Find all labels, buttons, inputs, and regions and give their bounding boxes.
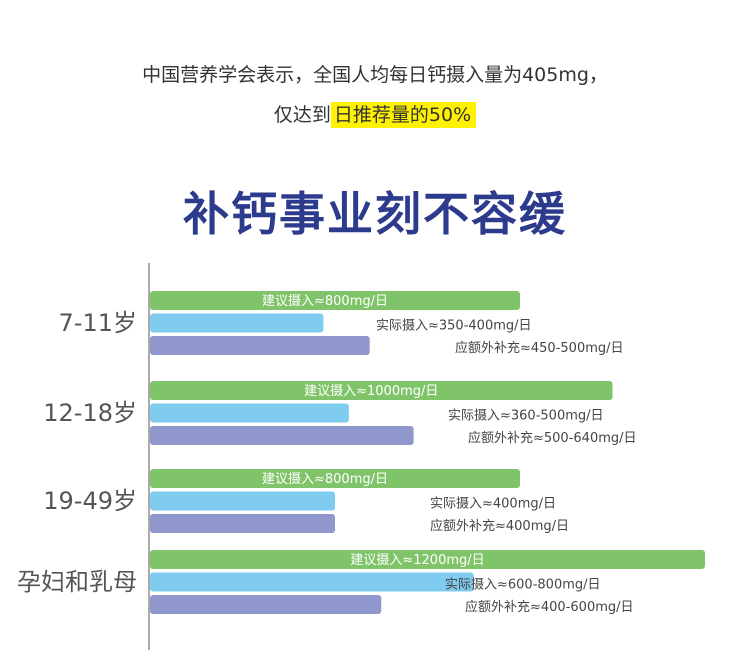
data-label-recommended: 建议摄入≈800mg/日: [262, 472, 388, 487]
bar-supplement: [150, 514, 335, 533]
data-label-actual: 实际摄入≈350-400mg/日: [376, 319, 532, 334]
data-label-recommended: 建议摄入≈1200mg/日: [350, 553, 484, 568]
data-label-supplement: 应额外补充≈450-500mg/日: [455, 340, 624, 356]
bar-supplement: [150, 595, 382, 614]
data-label-actual: 实际摄入≈400mg/日: [430, 497, 556, 512]
bar-recommended: [150, 469, 520, 488]
bar-supplement: [150, 426, 414, 445]
data-label-actual: 实际摄入≈600-800mg/日: [445, 578, 601, 593]
category-label: 孕妇和乳母: [17, 568, 137, 596]
bar-recommended: [150, 291, 520, 310]
data-label-supplement: 应额外补充≈500-640mg/日: [468, 430, 637, 446]
bar-recommended: [150, 550, 705, 569]
data-label-supplement: 应额外补充≈400mg/日: [430, 518, 569, 534]
page-headline: 补钙事业刻不容缓: [183, 187, 567, 241]
bar-actual: [150, 491, 335, 511]
bar-actual: [150, 572, 474, 592]
data-label-supplement: 应额外补充≈400-600mg/日: [465, 599, 634, 615]
bar-supplement: [150, 336, 370, 355]
data-label-recommended: 建议摄入≈1000mg/日: [304, 384, 438, 399]
data-label-actual: 实际摄入≈360-500mg/日: [448, 409, 604, 424]
intro-line-1: 中国营养学会表示，全国人均每日钙摄入量为405mg，: [142, 64, 608, 86]
bar-recommended: [150, 381, 613, 400]
intro-highlight: 日推荐量的50%: [330, 102, 477, 128]
intro-prefix: 仅达到: [273, 104, 331, 126]
data-label-recommended: 建议摄入≈800mg/日: [262, 294, 388, 309]
bar-actual: [150, 403, 349, 423]
intro-line-2: 仅达到 日推荐量的50%: [0, 102, 750, 128]
bar-actual: [150, 313, 324, 333]
category-label: 19-49岁: [43, 487, 137, 515]
category-label: 12-18岁: [43, 399, 137, 427]
category-label: 7-11岁: [59, 309, 137, 337]
